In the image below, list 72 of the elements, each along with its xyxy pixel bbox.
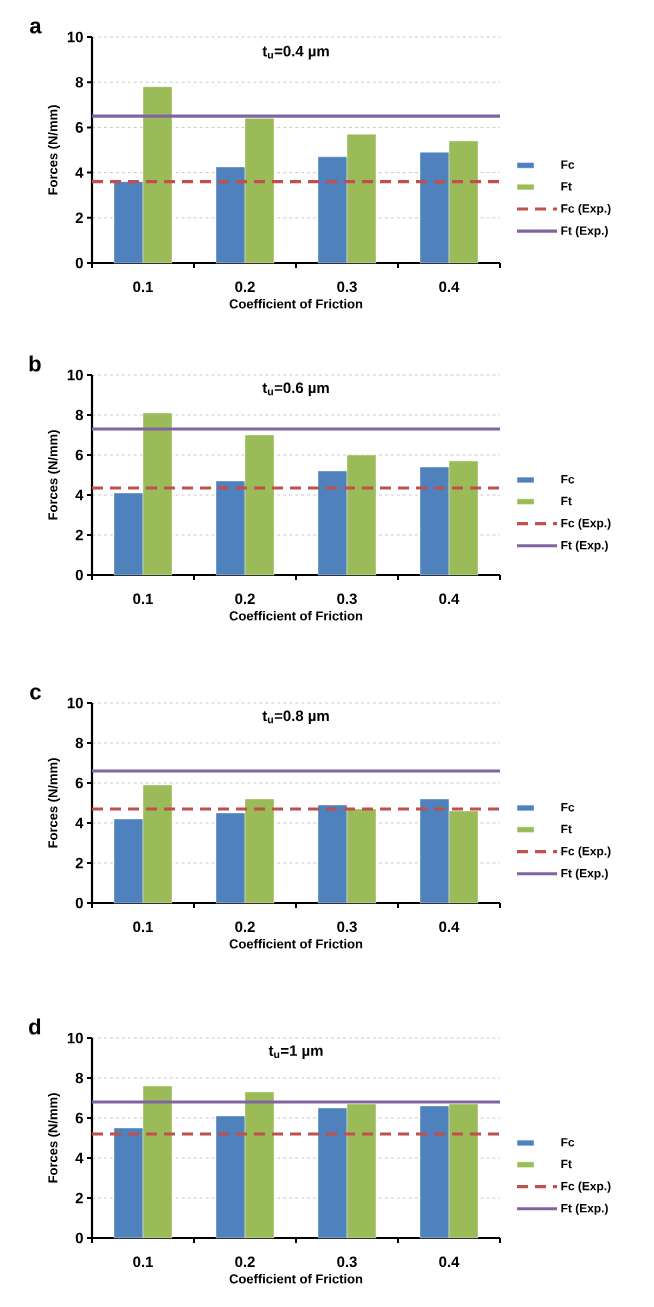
x-tick-label: 0.1 bbox=[133, 1256, 153, 1268]
legend-label: Ft bbox=[561, 496, 572, 506]
y-tick-label: 2 bbox=[75, 529, 83, 541]
y-tick-label: 8 bbox=[75, 409, 84, 421]
legend-label: Fc (Exp.) bbox=[561, 1181, 611, 1193]
x-tick-label: 0.4 bbox=[439, 593, 460, 605]
y-tick-label: 10 bbox=[67, 31, 83, 43]
legend-label: Fc bbox=[561, 1138, 575, 1147]
y-axis-title: Forces (N/mm) bbox=[47, 430, 61, 520]
legend-label: Fc (Exp.) bbox=[561, 203, 611, 216]
x-tick-label: 0.4 bbox=[439, 921, 460, 933]
x-tick-label: 0.3 bbox=[337, 921, 357, 933]
y-tick-label: 6 bbox=[75, 777, 83, 789]
y-tick-label: 4 bbox=[75, 489, 84, 501]
y-axis-title: Forces (N/mm) bbox=[47, 758, 61, 848]
x-axis-title: Coefficient of Friction bbox=[229, 298, 363, 309]
x-axis-title: Coefficient of Friction bbox=[229, 1273, 363, 1284]
text: b bbox=[29, 355, 41, 372]
chart-title: t$_{u}$=0.6 µm bbox=[262, 382, 329, 397]
x-tick-label: 0.1 bbox=[133, 593, 153, 605]
x-tick-label: 0.1 bbox=[133, 281, 153, 293]
y-tick-label: 0 bbox=[75, 1232, 83, 1244]
legend-label: Ft (Exp.) bbox=[561, 868, 608, 880]
text: a bbox=[30, 21, 42, 34]
y-tick-label: 10 bbox=[67, 697, 83, 709]
legend-label: Fc (Exp.) bbox=[561, 518, 611, 530]
x-tick-label: 0.2 bbox=[235, 281, 255, 293]
y-tick-label: 0 bbox=[75, 257, 83, 269]
x-axis-title: Coefficient of Friction bbox=[229, 610, 363, 621]
y-axis-title: Forces (N/mm) bbox=[47, 1093, 61, 1183]
legend-label: Fc bbox=[561, 475, 575, 484]
chart-title: t$_{u}$=0.8 µm bbox=[262, 710, 329, 725]
y-tick-label: 8 bbox=[75, 737, 84, 749]
x-tick-label: 0.3 bbox=[337, 281, 357, 293]
y-tick-label: 4 bbox=[75, 167, 84, 178]
text: t$_{u}$=0.4 µm bbox=[262, 45, 329, 60]
y-tick-label: 10 bbox=[67, 369, 83, 381]
text: d bbox=[29, 1018, 41, 1035]
legend-label: Ft (Exp.) bbox=[561, 1203, 608, 1215]
legend-label: Ft bbox=[561, 1159, 572, 1169]
y-tick-label: 4 bbox=[75, 817, 84, 829]
y-tick-label: 6 bbox=[75, 122, 83, 133]
legend-label: Fc bbox=[561, 160, 575, 169]
x-tick-label: 0.3 bbox=[337, 593, 357, 605]
legend-label: Ft (Exp.) bbox=[561, 540, 608, 552]
x-tick-label: 0.2 bbox=[235, 1256, 255, 1268]
y-tick-label: 6 bbox=[75, 1112, 83, 1124]
x-tick-label: 0.1 bbox=[133, 921, 153, 933]
legend-label: Fc (Exp.) bbox=[561, 846, 611, 858]
y-axis-title: Forces (N/mm) bbox=[47, 105, 61, 195]
x-tick-label: 0.4 bbox=[439, 281, 460, 293]
y-tick-label: 10 bbox=[67, 1032, 83, 1044]
y-tick-label: 4 bbox=[75, 1152, 84, 1164]
x-tick-label: 0.4 bbox=[439, 1256, 460, 1268]
x-tick-label: 0.2 bbox=[235, 921, 255, 933]
x-tick-label: 0.3 bbox=[337, 1256, 357, 1268]
x-axis-title: Coefficient of Friction bbox=[229, 938, 363, 949]
chart-title: t$_{u}$=1 µm bbox=[268, 1045, 323, 1059]
legend-label: Ft bbox=[561, 182, 572, 191]
y-tick-label: 0 bbox=[75, 569, 83, 581]
y-tick-label: 2 bbox=[75, 1192, 83, 1204]
y-tick-label: 0 bbox=[75, 897, 83, 909]
y-tick-label: 8 bbox=[75, 1072, 84, 1084]
legend-label: Fc bbox=[561, 803, 575, 812]
y-tick-label: 6 bbox=[75, 449, 83, 461]
y-tick-label: 8 bbox=[75, 76, 84, 88]
y-tick-label: 2 bbox=[75, 857, 83, 869]
x-tick-label: 0.2 bbox=[235, 593, 255, 605]
y-tick-label: 2 bbox=[75, 212, 83, 224]
text: c bbox=[30, 687, 41, 700]
legend-label: Ft (Exp.) bbox=[561, 226, 608, 238]
legend-label: Ft bbox=[561, 824, 572, 834]
